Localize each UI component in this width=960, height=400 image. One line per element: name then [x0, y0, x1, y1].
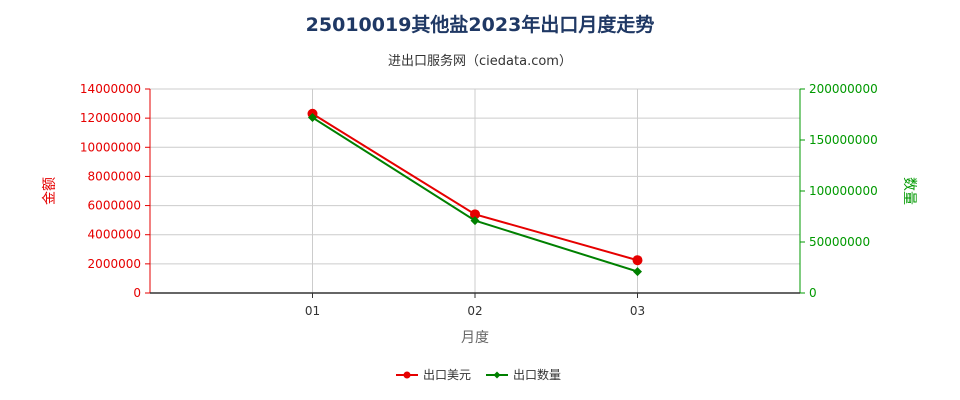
y-left-tick-label: 4000000: [88, 228, 141, 242]
y-axis-left-title: 金额: [42, 177, 58, 205]
y-right-tick-label: 0: [809, 286, 817, 300]
series-layer: [307, 108, 643, 277]
y-right-tick-label: 50000000: [809, 235, 870, 249]
x-tick-label: 02: [467, 304, 482, 318]
y-axis-right-title: 数量: [901, 177, 917, 205]
tick-labels: 0 2000000 4000000 6000000 8000000 10000000 120…: [80, 82, 878, 318]
legend-swatch-marker: [403, 371, 411, 379]
legend-label: 出口美元: [423, 368, 471, 382]
legend-swatch-marker: [493, 371, 501, 379]
series-2-point: [470, 216, 480, 226]
y-left-tick-label: 0: [133, 286, 141, 300]
chart-subtitle: 进出口服务网（ciedata.com）: [388, 54, 572, 69]
series-1-point: [632, 255, 643, 266]
x-tick-label: 01: [305, 304, 320, 318]
y-right-tick-label: 150000000: [809, 133, 878, 147]
y-left-tick-label: 10000000: [80, 140, 141, 154]
legend-label: 出口数量: [513, 367, 561, 382]
series-2-point: [308, 113, 317, 123]
y-left-tick-label: 8000000: [88, 169, 141, 183]
y-left-tick-label: 6000000: [88, 199, 141, 213]
axes: [145, 88, 805, 298]
x-tick-label: 03: [630, 304, 645, 318]
series-2-point: [633, 267, 642, 277]
legend: 出口美元 出口数量: [396, 367, 561, 382]
chart-title: 25010019其他盐2023年出口月度走势: [305, 14, 655, 36]
y-left-tick-label: 14000000: [80, 82, 141, 96]
y-right-tick-label: 100000000: [809, 184, 878, 198]
y-left-tick-label: 12000000: [80, 111, 141, 125]
y-left-tick-label: 2000000: [88, 257, 141, 271]
grid-lines: [150, 88, 801, 293]
y-right-tick-label: 200000000: [809, 82, 878, 96]
x-axis-title: 月度: [461, 330, 489, 346]
series-1-point: [470, 209, 480, 220]
